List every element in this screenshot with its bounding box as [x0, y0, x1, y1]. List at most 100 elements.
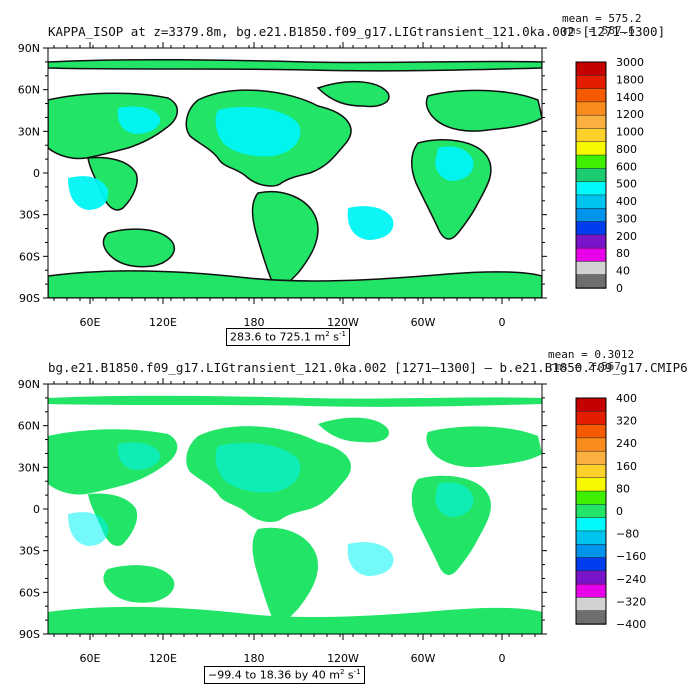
- lon-label: 180: [244, 652, 265, 665]
- lat-label: 30S: [19, 545, 40, 558]
- lon-label: 60W: [411, 316, 436, 329]
- lon-label: 120W: [327, 652, 359, 665]
- top-range-unit-sup: 2: [325, 330, 330, 338]
- bottom-range-label: −99.4 to 18.36 by 40 m2 s-1: [204, 666, 365, 684]
- bottom-range-unit-sup2: -1: [353, 668, 361, 676]
- colorbar-swatch: [575, 181, 607, 196]
- colorbar-swatch: [575, 101, 607, 116]
- colorbar-swatch: [575, 543, 607, 559]
- colorbar-label: 400: [616, 195, 637, 208]
- colorbar-swatch: [575, 88, 607, 103]
- lat-label: 30N: [18, 125, 40, 138]
- colorbar-swatch: [575, 397, 607, 413]
- landmass-4: [426, 426, 542, 468]
- landmass-2: [252, 527, 318, 625]
- colorbar-swatch: [575, 221, 607, 236]
- colorbar-swatch: [575, 411, 607, 426]
- colorbar-label: 0: [616, 282, 623, 295]
- colorbar-label: 160: [616, 460, 637, 473]
- field-region-2: [68, 512, 109, 546]
- field-region-3: [347, 206, 394, 240]
- colorbar-label: 80: [616, 247, 630, 260]
- landmass-8: [48, 270, 542, 298]
- lon-label: 180: [244, 316, 265, 329]
- lat-label: 90N: [18, 42, 40, 55]
- landmass-7: [102, 228, 175, 268]
- colorbar-label: −160: [616, 550, 646, 563]
- colorbar-swatch: [575, 247, 607, 263]
- field-region-3: [347, 542, 394, 576]
- colorbar-swatch: [575, 610, 607, 625]
- colorbar: 400 320 240 160 80 0 −80 −160 −240 −320 −400: [575, 392, 646, 631]
- colorbar-label: 0: [616, 505, 623, 518]
- colorbar-swatch: [575, 597, 607, 612]
- colorbar-label: 300: [616, 212, 637, 225]
- colorbar-swatch: [575, 530, 607, 545]
- colorbar-label: 500: [616, 178, 637, 191]
- lat-label: 30N: [18, 461, 40, 474]
- colorbar-swatch: [575, 61, 607, 77]
- lon-label: 120E: [149, 652, 177, 665]
- colorbar: 3000180014001200100080060050040030020080…: [575, 56, 644, 295]
- colorbar-swatch: [575, 517, 607, 532]
- lon-label: 60E: [80, 652, 101, 665]
- lon-label: 60E: [80, 316, 101, 329]
- lat-label: 90S: [19, 292, 40, 305]
- colorbar-swatch: [575, 504, 607, 519]
- bottom-range-text: −99.4 to 18.36 by 40 m: [208, 668, 340, 682]
- colorbar-swatch: [575, 477, 607, 492]
- lat-label: 60N: [18, 420, 40, 433]
- landmass-7: [103, 565, 175, 603]
- colorbar-swatch: [575, 450, 607, 466]
- bottom-mean-label: mean = 0.3012: [548, 348, 635, 361]
- lon-label: 120E: [149, 316, 177, 329]
- bottom-range-unit-sup: 2: [339, 668, 345, 676]
- colorbar-label: 320: [616, 415, 637, 428]
- lat-label: 30S: [19, 209, 40, 222]
- colorbar-label: 200: [616, 230, 637, 243]
- colorbar-label: 40: [616, 265, 630, 278]
- colorbar-swatch: [575, 128, 607, 143]
- landmass-1: [316, 80, 390, 108]
- top-mean-label: mean = 575.2: [562, 12, 642, 25]
- colorbar-swatch: [575, 207, 607, 223]
- colorbar-swatch: [575, 464, 607, 479]
- field-region-4: [117, 106, 161, 134]
- colorbar-label: 3000: [616, 56, 644, 69]
- colorbar-label: 240: [616, 437, 637, 450]
- field-region-1: [435, 146, 474, 181]
- lon-label: 120W: [327, 316, 359, 329]
- field-region-0: [215, 442, 301, 493]
- colorbar-label: −320: [616, 595, 646, 608]
- colorbar-swatch: [575, 234, 607, 249]
- bottom-range-unit-tail: s: [344, 668, 354, 682]
- top-range-unit-tail: s: [329, 330, 339, 344]
- lat-label: 0: [33, 503, 40, 516]
- top-panel: KAPPA_ISOP at z=3379.8m, bg.e21.B1850.f0…: [18, 12, 666, 346]
- colorbar-swatch: [575, 141, 607, 156]
- colorbar-label: 400: [616, 392, 637, 405]
- colorbar-label: 800: [616, 143, 637, 156]
- colorbar-swatch: [575, 261, 607, 276]
- colorbar-swatch: [575, 437, 607, 452]
- lat-label: 0: [33, 167, 40, 180]
- colorbar-label: 600: [616, 160, 637, 173]
- colorbar-border: [575, 61, 607, 289]
- field-region-0: [215, 106, 301, 157]
- lat-label: 60N: [18, 84, 40, 97]
- lat-label: 90N: [18, 378, 40, 391]
- map-frame-group: 90N 60N 30N 0 30S 60S 90S 60E 120E 180 120W 60W 0: [18, 42, 547, 329]
- lon-label: 60W: [411, 652, 436, 665]
- colorbar-swatch: [575, 75, 607, 90]
- landmass-6: [88, 493, 138, 546]
- landmass-8: [48, 606, 542, 634]
- colorbar-swatch: [575, 194, 607, 209]
- top-range-text: 283.6 to 725.1 m: [230, 330, 326, 344]
- colorbar-swatch: [575, 583, 607, 599]
- colorbar-label: 1200: [616, 108, 644, 121]
- top-panel-title: KAPPA_ISOP at z=3379.8m, bg.e21.B1850.f0…: [48, 24, 666, 39]
- colorbar-label: −400: [616, 618, 646, 631]
- colorbar-label: −80: [616, 528, 639, 541]
- bottom-panel-title: bg.e21.B1850.f09_g17.LIGtransient_121.0k…: [48, 360, 688, 375]
- field-region-2: [68, 176, 109, 210]
